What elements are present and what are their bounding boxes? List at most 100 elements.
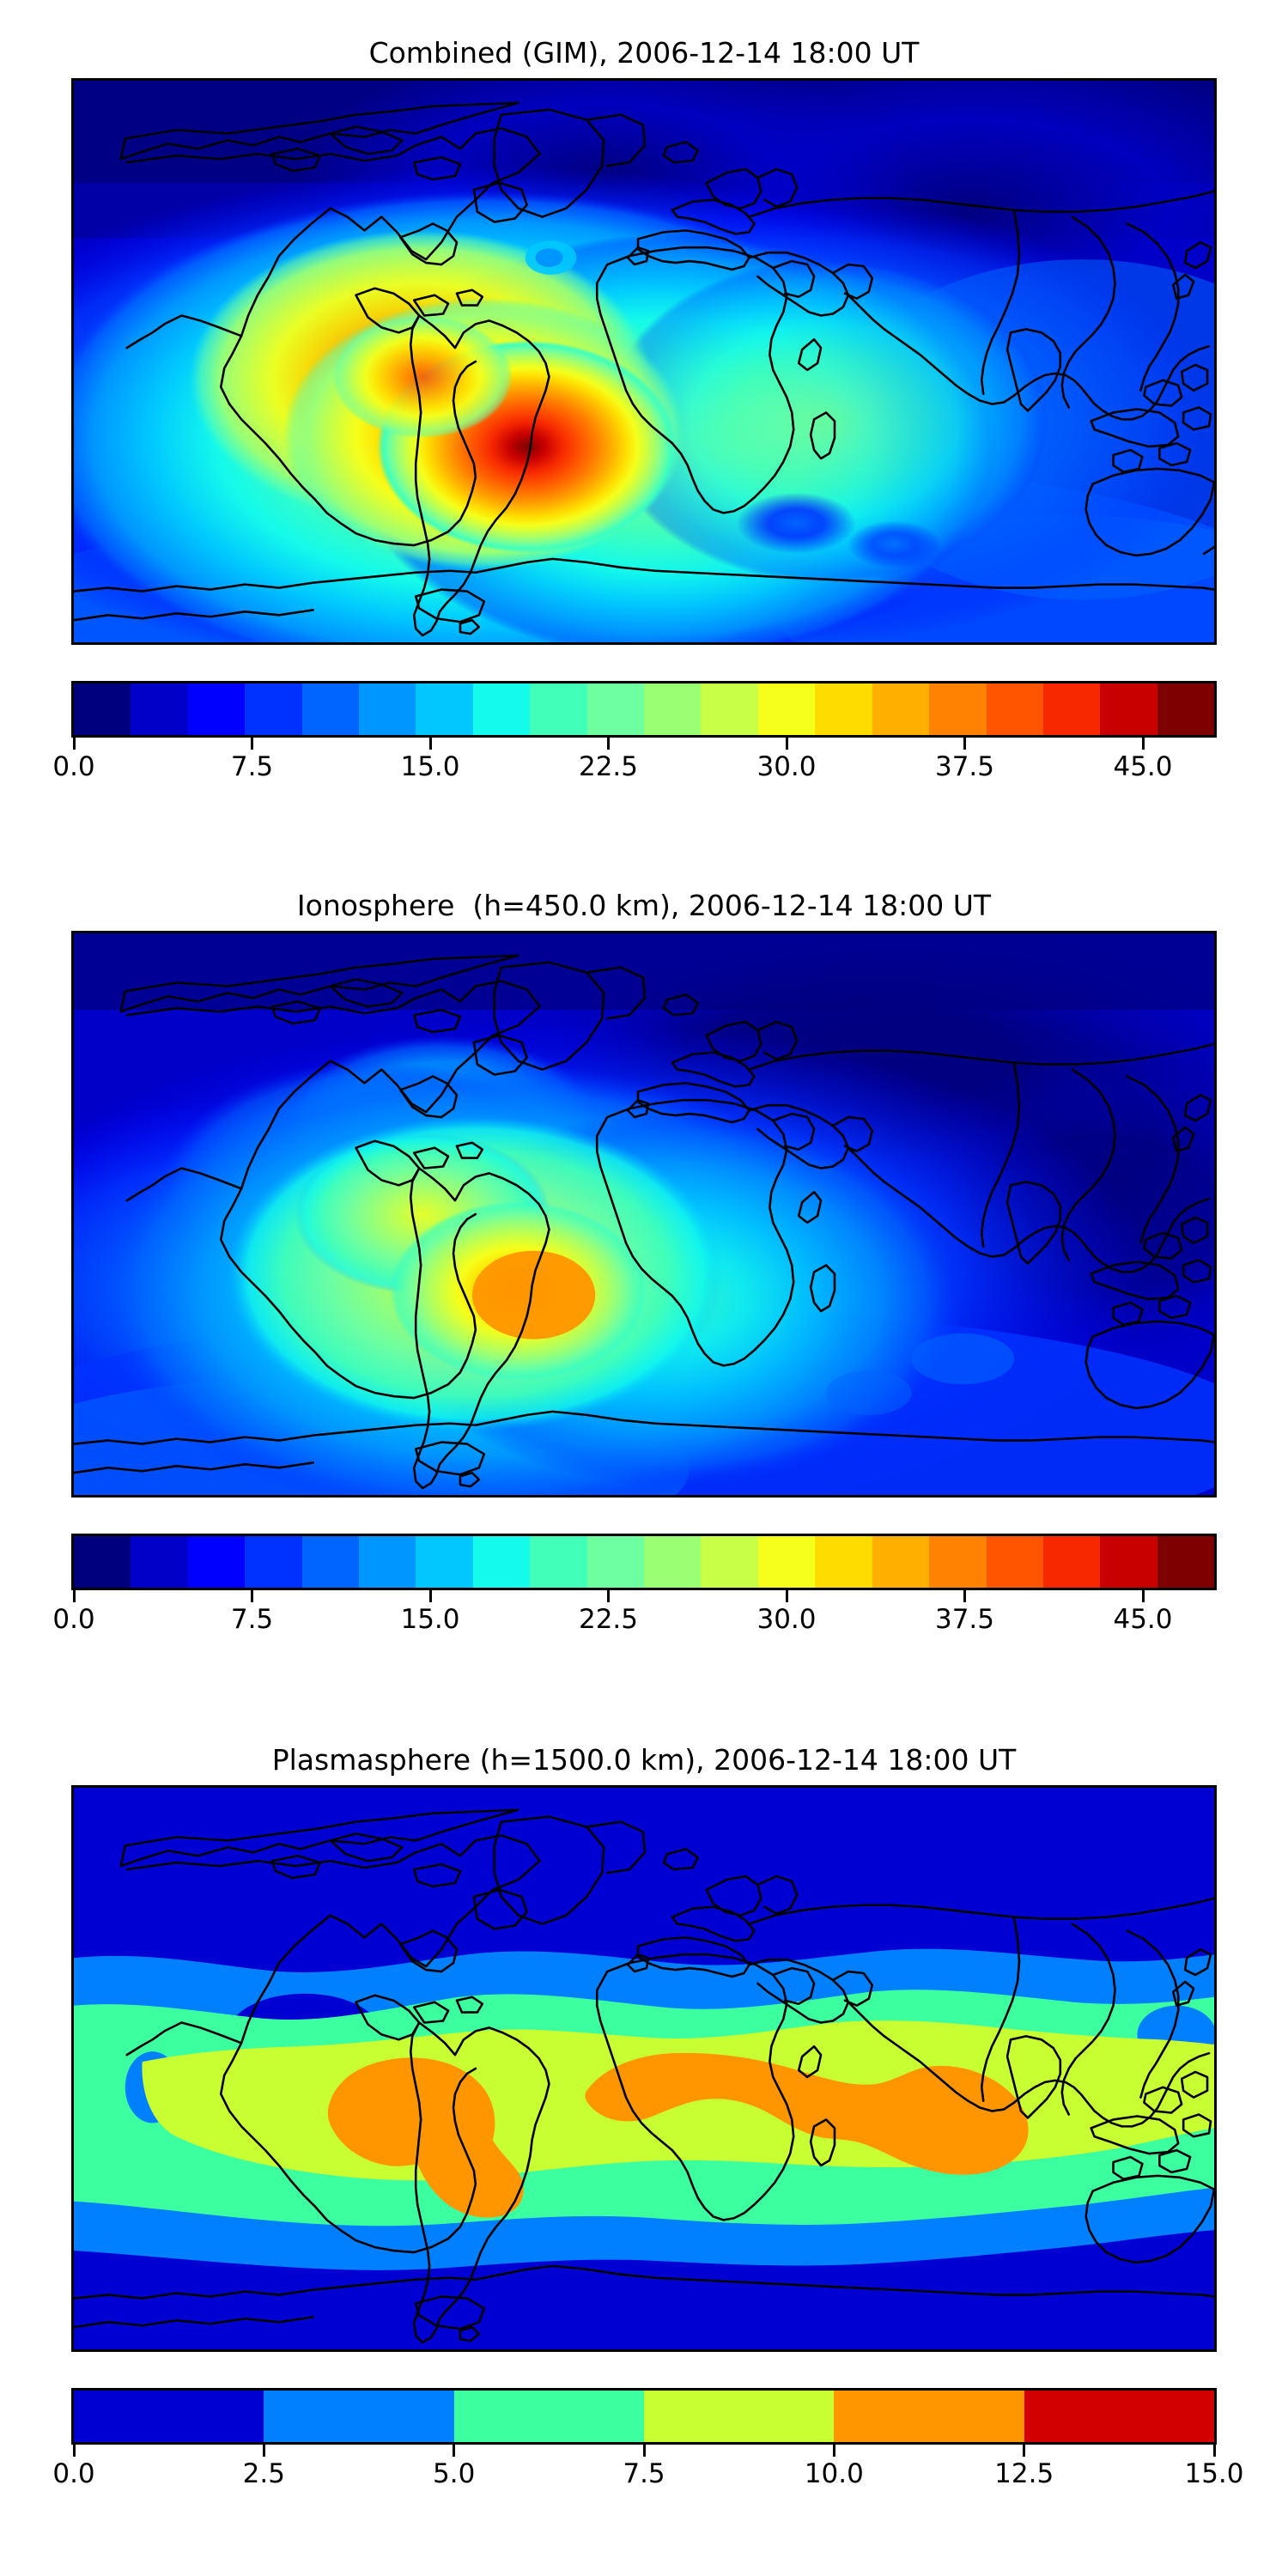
colorbar-tickmark (642, 2445, 646, 2457)
colorbar-segment (416, 683, 473, 735)
colorbar-segment (472, 683, 531, 735)
colorbar-labels-plasmasphere: 0.0 2.5 5.0 7.5 10.0 12.5 15.0 (52, 2458, 1243, 2496)
colorbar-tick-label: 5.0 (433, 2458, 476, 2489)
colorbar-strip-combined-gim (71, 681, 1217, 738)
colorbar-tick-label: 7.5 (230, 751, 274, 782)
colorbar-tick-label: 7.5 (230, 1604, 274, 1635)
colorbar-segment (74, 683, 131, 735)
colorbar-tickmark (251, 738, 253, 750)
colorbar-segment (701, 1536, 758, 1588)
colorbar-tick-label: 37.5 (934, 751, 995, 782)
map-svg-plasmasphere (74, 1788, 1214, 2349)
colorbar-tick-label: 37.5 (934, 1604, 995, 1635)
map-plasmasphere (71, 1785, 1217, 2352)
colorbar-tickmark (251, 1590, 253, 1602)
colorbar-segment (643, 2391, 835, 2442)
colorbar-segment (1042, 1536, 1101, 1588)
colorbar-tickmark (453, 2445, 456, 2457)
colorbar-ticks-ionosphere (71, 1590, 1217, 1604)
colorbar-segment (872, 1536, 930, 1588)
colorbar-plasmasphere: 0.0 2.5 5.0 7.5 10.0 12.5 15.0 (52, 2388, 1244, 2496)
colorbar-tick-label: 15.0 (400, 751, 460, 782)
colorbar-segment (472, 1536, 531, 1588)
colorbar-segment (1042, 683, 1101, 735)
colorbar-labels-combined-gim: 0.0 7.5 15.0 22.5 30.0 37.5 45.0 (52, 751, 1217, 789)
colorbar-segment (416, 1536, 473, 1588)
colorbar-segment (301, 1536, 360, 1588)
colorbar-tickmark (963, 1590, 966, 1602)
colorbar-segment (1100, 683, 1157, 735)
colorbar-tickmark (1023, 2445, 1026, 2457)
coastlines-layer (74, 101, 1214, 637)
colorbar-segment (644, 1536, 702, 1588)
colorbar-strip-ionosphere (71, 1534, 1217, 1590)
colorbar-tickmark (963, 738, 966, 750)
colorbar-ticks-plasmasphere (71, 2445, 1217, 2458)
map-ionosphere (71, 931, 1217, 1498)
colorbar-tick-label: 30.0 (756, 1604, 817, 1635)
colorbar-tickmark (428, 1590, 432, 1602)
colorbar-tickmark (72, 2445, 76, 2457)
colorbar-tick-label: 22.5 (578, 751, 639, 782)
colorbar-tickmark (832, 2445, 835, 2457)
colorbar-tickmark (785, 738, 788, 750)
colorbar-segment (872, 683, 930, 735)
colorbar-tick-label: 15.0 (400, 1604, 460, 1635)
colorbar-segment (264, 2391, 454, 2442)
colorbar-segment (929, 683, 987, 735)
colorbar-tick-label: 10.0 (804, 2458, 864, 2489)
colorbar-tick-label: 45.0 (1113, 751, 1173, 782)
map-svg-combined-gim (74, 81, 1214, 642)
colorbar-segment (815, 683, 872, 735)
colorbar-segment (1157, 1536, 1214, 1588)
colorbar-tickmark (1212, 2445, 1216, 2457)
colorbar-segment (986, 1536, 1043, 1588)
colorbar-tickmark (72, 738, 76, 750)
colorbar-segment (1024, 2391, 1214, 2442)
colorbar-tickmark (1141, 1590, 1145, 1602)
panel-title-plasmasphere: Plasmasphere (h=1500.0 km), 2006-12-14 1… (271, 1743, 1017, 1777)
colorbar-segment (301, 683, 360, 735)
colorbar-segment (187, 683, 246, 735)
panel-title-ionosphere: Ionosphere (h=450.0 km), 2006-12-14 18:0… (296, 889, 992, 922)
colorbar-segment (131, 1536, 188, 1588)
coastlines-layer (74, 1808, 1214, 2344)
colorbar-tickmark (72, 1590, 76, 1602)
colorbar-segment (986, 683, 1043, 735)
colorbar-segment (530, 1536, 587, 1588)
colorbar-tick-label: 22.5 (578, 1604, 639, 1635)
colorbar-tick-label: 0.0 (52, 751, 95, 782)
colorbar-segment (359, 1536, 416, 1588)
colorbar-segment (929, 1536, 987, 1588)
colorbar-tick-label: 15.0 (1184, 2458, 1244, 2489)
colorbar-segment (586, 1536, 645, 1588)
colorbar-segment (530, 683, 587, 735)
colorbar-segment (74, 1536, 131, 1588)
colorbar-segment (815, 1536, 872, 1588)
colorbar-segment (834, 2391, 1024, 2442)
map-svg-ionosphere (74, 933, 1214, 1495)
colorbar-segment (1157, 683, 1214, 735)
colorbar-segment (701, 683, 758, 735)
colorbar-segment (644, 683, 702, 735)
colorbar-segment (359, 683, 416, 735)
colorbar-labels-ionosphere: 0.0 7.5 15.0 22.5 30.0 37.5 45.0 (52, 1604, 1217, 1642)
coastlines-layer (74, 954, 1214, 1490)
panel-combined-gim: Combined (GIM), 2006-12-14 18:00 UT (0, 36, 1288, 789)
colorbar-tickmark (607, 1590, 610, 1602)
panel-plasmasphere: Plasmasphere (h=1500.0 km), 2006-12-14 1… (0, 1743, 1288, 2496)
colorbar-tick-label: 0.0 (52, 2458, 95, 2489)
map-combined-gim (71, 78, 1217, 645)
panel-title-combined-gim: Combined (GIM), 2006-12-14 18:00 UT (368, 36, 920, 70)
colorbar-tick-label: 7.5 (623, 2458, 665, 2489)
colorbar-tickmark (428, 738, 432, 750)
colorbar-segment (586, 683, 645, 735)
colorbar-segment (245, 683, 302, 735)
colorbar-segment (1100, 1536, 1157, 1588)
colorbar-segment (74, 2391, 264, 2442)
colorbar-tick-label: 30.0 (756, 751, 817, 782)
colorbar-strip-plasmasphere (71, 2388, 1217, 2445)
colorbar-tickmark (607, 738, 610, 750)
colorbar-combined-gim: 0.0 7.5 15.0 22.5 30.0 37.5 45.0 (52, 681, 1217, 789)
